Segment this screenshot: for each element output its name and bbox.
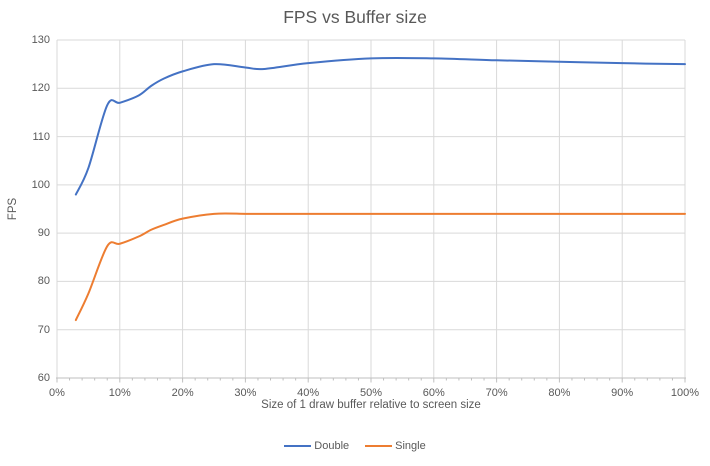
- y-tick-label: 100: [31, 178, 50, 191]
- x-tick-label: 30%: [234, 387, 257, 399]
- y-tick-label: 110: [32, 130, 50, 143]
- x-tick-label: 90%: [611, 387, 634, 399]
- series-line-single: [74, 212, 686, 322]
- x-tick-label: 80%: [548, 387, 571, 399]
- y-tick-label: 70: [37, 323, 50, 336]
- y-axis-title: FPS: [7, 197, 19, 221]
- legend-line-sample-single: [365, 445, 393, 447]
- legend-label-single: Single: [395, 440, 426, 452]
- legend-label-double: Double: [314, 440, 350, 452]
- x-tick-label: 60%: [422, 387, 445, 399]
- y-tick-label: 130: [31, 34, 50, 46]
- x-tick-label: 100%: [670, 387, 700, 399]
- y-tick-label: 90: [37, 227, 50, 240]
- y-tick-label: 60: [37, 372, 50, 384]
- y-tick-label: 120: [31, 82, 50, 95]
- x-tick-label: 10%: [108, 387, 131, 399]
- legend: Double Single: [0, 440, 710, 452]
- chart-title: FPS vs Buffer size: [283, 7, 427, 27]
- legend-item-double: Double: [284, 440, 349, 452]
- x-tick-label: 50%: [359, 387, 383, 399]
- legend-item-single: Single: [365, 440, 426, 452]
- series-line-double: [74, 56, 686, 196]
- x-tick-label: 40%: [297, 387, 320, 399]
- x-tick-label: 70%: [485, 387, 508, 399]
- x-tick-label: 20%: [171, 387, 194, 399]
- x-axis-title: Size of 1 draw buffer relative to screen…: [261, 399, 481, 411]
- legend-line-sample-double: [284, 445, 312, 447]
- x-tick-label: 0%: [49, 387, 65, 399]
- y-tick-label: 80: [37, 275, 50, 288]
